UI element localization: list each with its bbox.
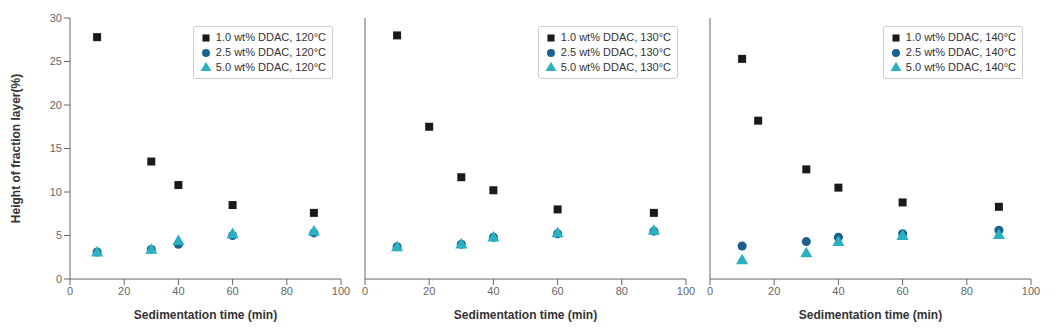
svg-text:80: 80 [616,285,628,297]
svg-text:Height of fraction layer(%): Height of fraction layer(%) [9,74,23,223]
svg-text:40: 40 [832,285,844,297]
svg-text:0: 0 [707,285,713,297]
html-text:5.0 wt% DDAC, 140°C: 5.0 wt% DDAC, 140°C [905,61,1016,73]
svg-text:20: 20 [118,285,130,297]
svg-text:Sedimentation time (min): Sedimentation time (min) [454,308,597,322]
svg-text:Sedimentation time (min): Sedimentation time (min) [134,308,277,322]
svg-text:25: 25 [50,55,62,67]
svg-text:60: 60 [896,285,908,297]
html-text:1.0 wt% DDAC, 140°C: 1.0 wt% DDAC, 140°C [905,31,1016,43]
svg-text:100: 100 [1022,285,1040,297]
svg-text:80: 80 [961,285,973,297]
svg-text:100: 100 [677,285,695,297]
svg-text:40: 40 [487,285,499,297]
svg-text:0: 0 [67,285,73,297]
svg-text:30: 30 [50,12,62,24]
svg-text:0: 0 [56,273,62,285]
svg-text:5: 5 [56,229,62,241]
svg-text:0: 0 [362,285,368,297]
html-text:2.5 wt% DDAC, 140°C: 2.5 wt% DDAC, 140°C [905,46,1016,58]
svg-text:20: 20 [768,285,780,297]
html-text:2.5 wt% DDAC, 120°C: 2.5 wt% DDAC, 120°C [215,46,326,58]
svg-text:15: 15 [50,142,62,154]
svg-text:40: 40 [172,285,184,297]
html-text:1.0 wt% DDAC, 120°C: 1.0 wt% DDAC, 120°C [215,31,326,43]
svg-text:10: 10 [50,186,62,198]
svg-text:80: 80 [281,285,293,297]
html-text:2.5 wt% DDAC, 130°C: 2.5 wt% DDAC, 130°C [560,46,671,58]
svg-text:20: 20 [423,285,435,297]
svg-text:60: 60 [226,285,238,297]
html-text:1.0 wt% DDAC, 130°C: 1.0 wt% DDAC, 130°C [560,31,671,43]
svg-text:100: 100 [332,285,350,297]
svg-text:20: 20 [50,99,62,111]
svg-text:Sedimentation time (min): Sedimentation time (min) [799,308,942,322]
html-text:5.0 wt% DDAC, 120°C: 5.0 wt% DDAC, 120°C [215,61,326,73]
svg-text:60: 60 [551,285,563,297]
html-text:5.0 wt% DDAC, 130°C: 5.0 wt% DDAC, 130°C [560,61,671,73]
